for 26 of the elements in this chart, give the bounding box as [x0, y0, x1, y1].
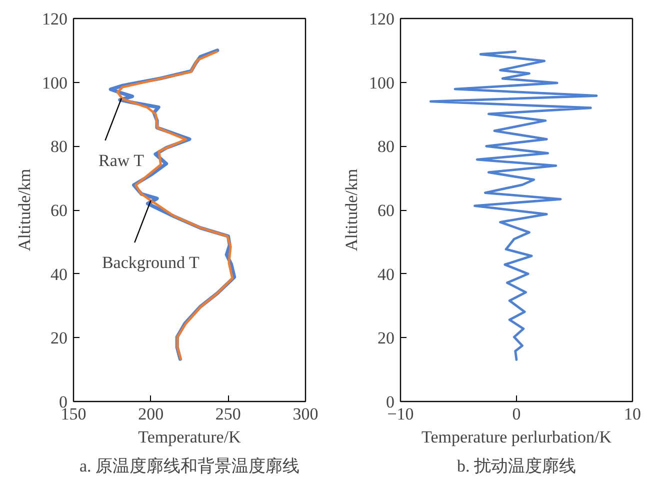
y-tick-label: 20: [378, 328, 394, 348]
y-tick-label: 80: [50, 137, 68, 156]
y-tick-label: 40: [50, 264, 68, 284]
y-tick-label: 120: [369, 10, 394, 28]
y-tick-label: 60: [50, 201, 68, 220]
y-tick-label: 40: [378, 264, 394, 284]
y-tick-label: 100: [42, 73, 68, 92]
y-axis-title: Altitude/km: [342, 168, 361, 252]
y-tick-label: 80: [378, 137, 394, 156]
annotation: Background T: [102, 252, 200, 272]
line-series: [429, 50, 598, 361]
y-tick-label: 60: [378, 201, 394, 220]
x-tick-label: 250: [215, 404, 241, 424]
x-tick-label: 300: [292, 404, 318, 424]
y-tick-label: 20: [50, 328, 68, 348]
x-tick-label: 200: [138, 404, 164, 424]
x-axis-title: Temperature/K: [138, 428, 242, 446]
annotation: Raw T: [98, 150, 145, 170]
x-tick-label: 10: [624, 404, 641, 424]
x-tick-label: 0: [512, 404, 521, 424]
text: a. 原温度廓线和背景温度廓线: [79, 456, 300, 476]
y-axis-title: Altitude/km: [15, 168, 34, 252]
text: b. 扰动温度廓线: [457, 456, 576, 476]
y-tick-label: 120: [42, 10, 68, 28]
x-axis-title: Temperature perlurbation/K: [422, 428, 612, 446]
y-tick-label: 100: [369, 73, 394, 92]
